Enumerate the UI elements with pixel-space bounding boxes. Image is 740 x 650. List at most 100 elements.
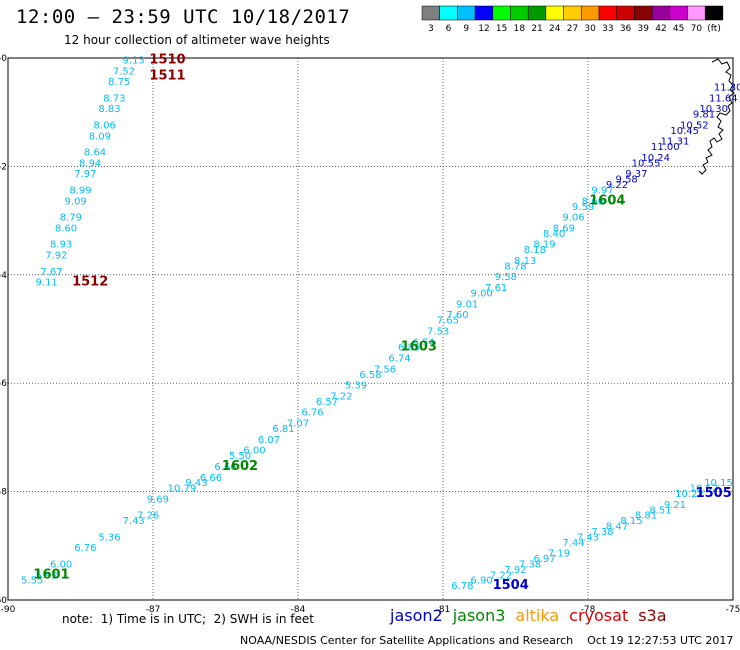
x-tick-label: -78 bbox=[581, 605, 596, 615]
scale-swatch bbox=[563, 5, 582, 21]
wave-height-label: 5.92 bbox=[36, 570, 58, 581]
wave-height-label: 9.01 bbox=[456, 299, 478, 310]
wave-height-label: 9.21 bbox=[664, 500, 686, 511]
wave-height-label: 6.66 bbox=[200, 473, 222, 484]
y-tick-label: -58 bbox=[0, 488, 7, 498]
wave-height-label: 8.73 bbox=[103, 93, 125, 104]
scale-label: (ft) bbox=[707, 24, 721, 34]
wave-height-label: 6.00 bbox=[50, 559, 72, 570]
wave-height-label: 7.67 bbox=[40, 267, 62, 278]
track-id-label: 1512 bbox=[72, 275, 108, 290]
y-tick-label: -50 bbox=[0, 54, 7, 64]
scale-swatch bbox=[598, 5, 617, 21]
wave-height-label: 7.43 bbox=[577, 532, 599, 543]
wave-height-label: 10.79 bbox=[168, 484, 197, 495]
x-tick-label: -87 bbox=[146, 605, 161, 615]
wave-height-label: 10.55 bbox=[632, 158, 661, 169]
scale-swatch bbox=[651, 5, 671, 21]
scale-label: 33 bbox=[602, 24, 613, 34]
wave-height-label: 8.60 bbox=[55, 223, 77, 234]
wave-height-label: 11.00 bbox=[651, 142, 680, 153]
wave-height-label: 10.45 bbox=[670, 126, 699, 137]
scale-label: 9 bbox=[463, 24, 469, 34]
satellite-cryosat: cryosat bbox=[569, 606, 629, 625]
footer-credit: NOAA/NESDIS Center for Satellite Applica… bbox=[240, 634, 734, 647]
wave-height-label: 8.69 bbox=[553, 223, 575, 234]
track-id-label: 1603 bbox=[401, 340, 437, 355]
wave-height-label: 9.37 bbox=[625, 169, 647, 180]
wave-height-label: 8.13 bbox=[514, 256, 536, 267]
wave-height-label: 10.52 bbox=[690, 484, 719, 495]
wave-height-label: 9.06 bbox=[562, 213, 584, 224]
wave-height-label: 7.65 bbox=[437, 316, 459, 327]
track-id-label: 1505 bbox=[696, 486, 732, 501]
wave-height-label: 8.81 bbox=[635, 511, 657, 522]
scale-swatch bbox=[457, 5, 476, 21]
scale-label: 36 bbox=[620, 24, 632, 34]
wave-height-label: 6.57 bbox=[316, 397, 338, 408]
wave-height-label: 8.94 bbox=[79, 158, 101, 169]
wave-height-label: 7.53 bbox=[427, 326, 449, 337]
wave-height-label: 7.38 bbox=[591, 527, 613, 538]
wave-height-label: 6.78 bbox=[451, 581, 473, 592]
wave-height-label: 8.79 bbox=[60, 213, 82, 224]
wave-height-label: 6.90 bbox=[471, 576, 493, 587]
wave-height-label: 7.07 bbox=[287, 419, 309, 430]
wave-height-label: 9.00 bbox=[471, 288, 493, 299]
scale-swatch bbox=[687, 5, 706, 21]
wave-height-label: 7.19 bbox=[548, 549, 570, 560]
wave-height-label: 7.92 bbox=[504, 565, 526, 576]
scale-label: 6 bbox=[446, 24, 452, 34]
scale-label: 24 bbox=[549, 24, 561, 34]
track-id-label: 1601 bbox=[33, 567, 69, 582]
wave-height-label: 7.56 bbox=[374, 364, 396, 375]
scale-label: 30 bbox=[584, 24, 596, 34]
wave-height-label: 9.97 bbox=[591, 186, 613, 197]
wave-height-label: 8.83 bbox=[98, 104, 120, 115]
wave-height-label: 5.36 bbox=[98, 532, 120, 543]
wave-height-label: 6.74 bbox=[388, 354, 410, 365]
satellite-altika: altika bbox=[515, 606, 560, 625]
wave-height-label: 7.44 bbox=[562, 538, 584, 549]
wave-height-label: 9.09 bbox=[65, 196, 87, 207]
x-tick-label: -81 bbox=[436, 605, 451, 615]
coastline bbox=[698, 58, 735, 175]
scale-label: 39 bbox=[638, 24, 650, 34]
wave-height-label: 8.09 bbox=[89, 131, 111, 142]
scale-swatch bbox=[616, 5, 635, 21]
wave-height-label: 7.26 bbox=[137, 511, 159, 522]
wave-height-label: 7.52 bbox=[113, 66, 135, 77]
scale-swatch bbox=[439, 5, 458, 21]
satellite-s3a: s3a bbox=[638, 606, 667, 625]
wave-height-label: 8.64 bbox=[84, 148, 106, 159]
scale-swatch bbox=[545, 5, 564, 21]
scale-label: 3 bbox=[428, 24, 434, 34]
wave-height-label: 5.39 bbox=[345, 381, 367, 392]
wave-height-label: 10.30 bbox=[699, 104, 728, 115]
scale-label: 15 bbox=[496, 24, 507, 34]
x-tick-label: -75 bbox=[726, 605, 740, 615]
chart-title: 12:00 – 23:59 UTC 10/18/2017 bbox=[16, 6, 351, 28]
wave-height-label: 6.85 bbox=[398, 343, 420, 354]
satellite-jason2: jason2 bbox=[390, 606, 443, 625]
satellite-jason3: jason3 bbox=[452, 606, 506, 625]
scale-swatch bbox=[492, 5, 511, 21]
wave-height-label: 7.22 bbox=[330, 391, 352, 402]
footer-note: note: 1) Time is in UTC; 2) SWH is in fe… bbox=[62, 612, 314, 626]
scale-label: 21 bbox=[531, 24, 542, 34]
scale-swatch bbox=[421, 5, 440, 21]
wave-height-label: 9.22 bbox=[606, 180, 628, 191]
wave-height-label: 7.61 bbox=[485, 283, 507, 294]
wave-height-label: 11.30 bbox=[714, 83, 740, 94]
wave-height-label: 6.81 bbox=[272, 424, 294, 435]
wave-height-label: 8.40 bbox=[543, 229, 565, 240]
scale-swatch bbox=[634, 5, 653, 21]
wave-height-label: 8.19 bbox=[533, 240, 555, 251]
scale-label: 45 bbox=[673, 24, 684, 34]
wave-height-label: 8.93 bbox=[50, 240, 72, 251]
wave-height-label: 11.31 bbox=[661, 137, 690, 148]
scale-swatch bbox=[669, 5, 688, 21]
track-id-label: 1604 bbox=[589, 193, 625, 208]
wave-height-label: 5.55 bbox=[21, 576, 43, 587]
